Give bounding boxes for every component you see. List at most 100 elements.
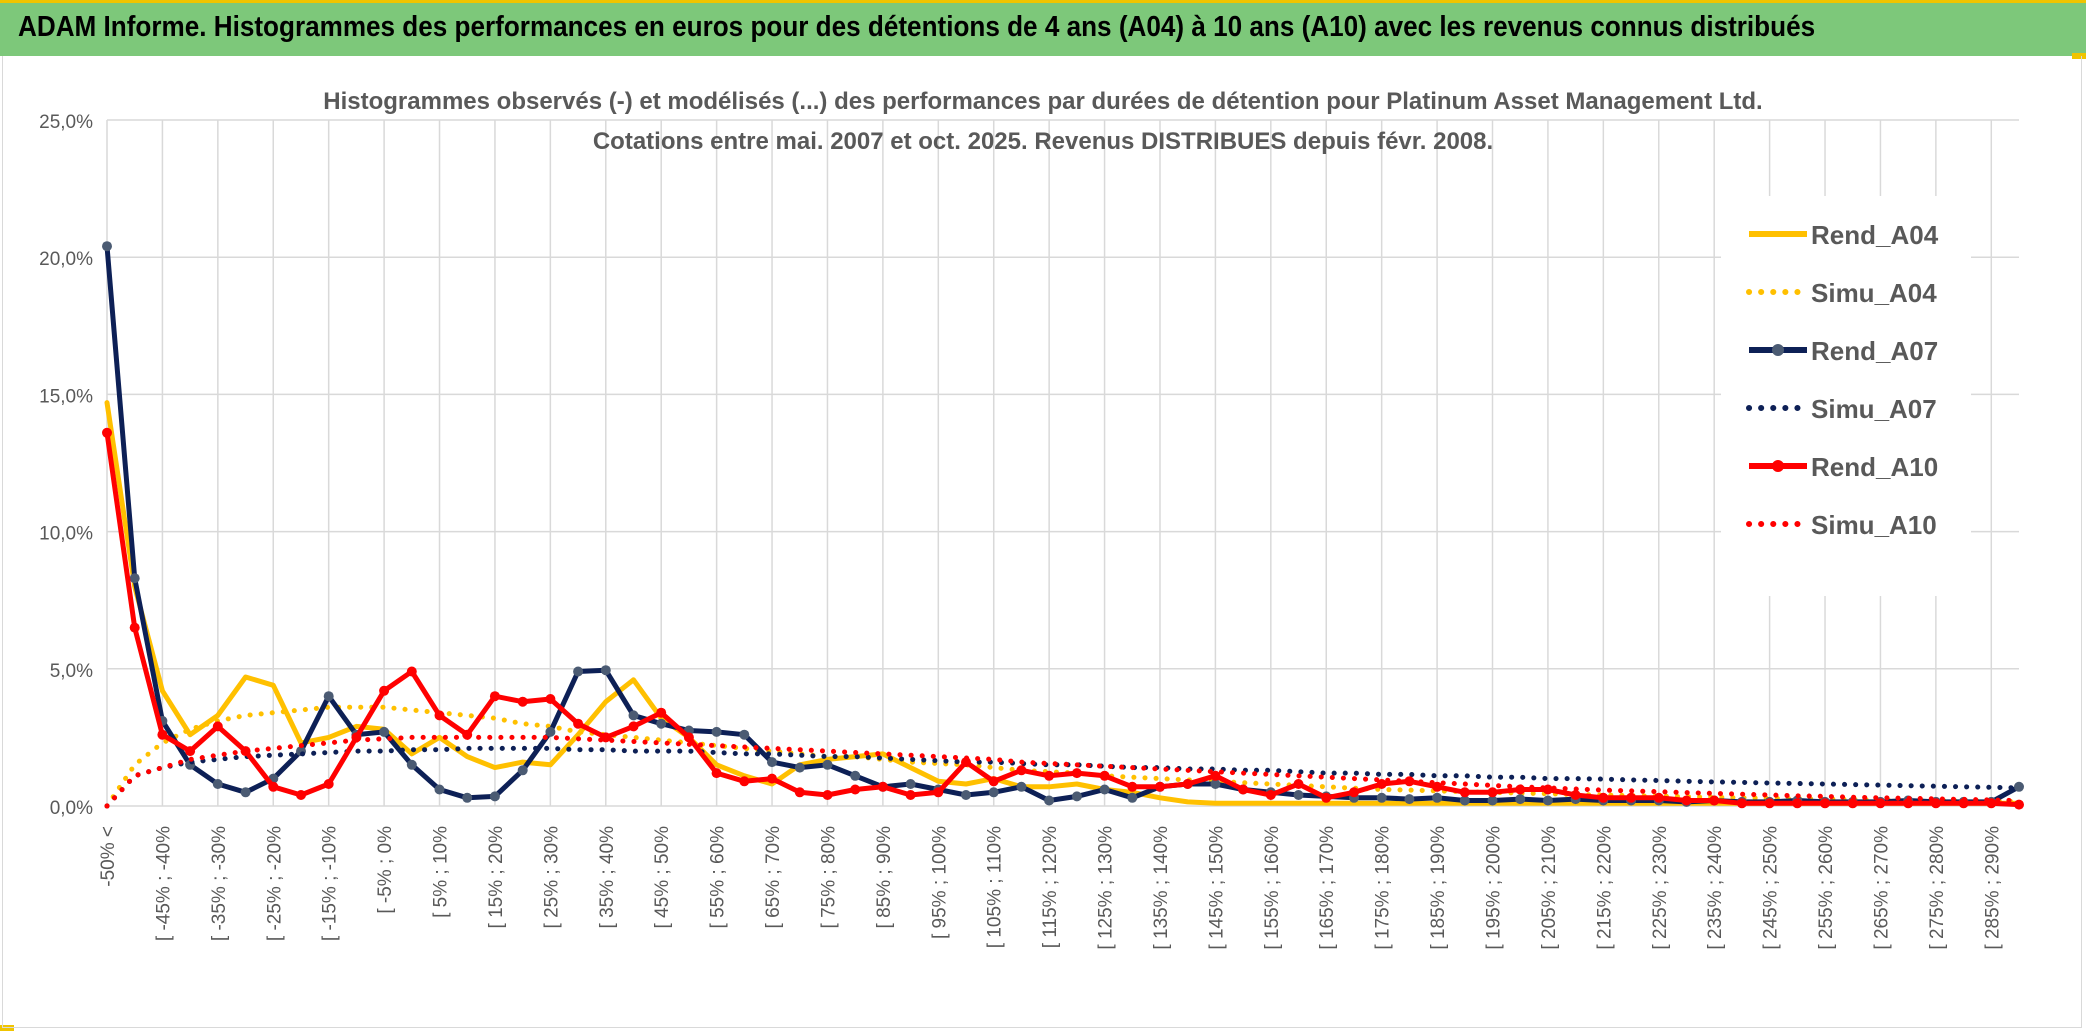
data-point (462, 792, 473, 803)
series-rend-a10 (104, 430, 2022, 808)
legend-label: Rend_A10 (1811, 452, 1938, 482)
x-tick-label: [ 5% ; 10% (431, 826, 452, 918)
data-point (961, 790, 971, 800)
x-tick-label: [ 275% ; 280% (1927, 826, 1948, 950)
x-tick-label: [ -15% ; -10% (320, 826, 341, 941)
data-point (489, 791, 500, 802)
x-tick-label: [ 265% ; 270% (1871, 826, 1892, 950)
data-point (628, 721, 639, 732)
x-tick-label: [ 235% ; 240% (1705, 826, 1726, 950)
data-point (1016, 781, 1027, 792)
x-tick-label: [ 45% ; 50% (652, 826, 673, 929)
data-point (1321, 792, 1332, 803)
data-point (129, 622, 140, 633)
corner-accent-right (2072, 53, 2086, 59)
data-point (1792, 798, 1803, 809)
y-axis-ticks: 0,0% 5,0% 10,0% 15,0% 20,0% 25,0% (39, 112, 93, 819)
data-point (1459, 787, 1470, 798)
x-axis-ticks: -50% < [ -45% ; -40% [ -35% ; -30% [ -25% ;… (98, 826, 2003, 950)
data-point (1875, 798, 1886, 809)
data-point (434, 784, 445, 795)
data-point (1099, 784, 1110, 795)
data-point (822, 790, 833, 800)
data-point (1099, 770, 1110, 781)
y-tick-label: 10,0% (39, 524, 93, 545)
data-point (600, 732, 611, 743)
data-point (794, 787, 805, 798)
series-simu-a10 (104, 734, 2022, 809)
data-point (794, 762, 805, 773)
data-point (1404, 794, 1415, 805)
data-point (656, 718, 667, 729)
banner: ADAM Informe. Histogrammes des performan… (0, 0, 2086, 56)
data-point (933, 787, 944, 798)
data-point (240, 787, 251, 798)
x-tick-label: [ 105% ; 110% (985, 826, 1006, 948)
data-point (1265, 790, 1276, 800)
data-point (1542, 795, 1553, 806)
data-point (850, 784, 861, 795)
x-tick-label: [ 125% ; 130% (1096, 826, 1117, 950)
data-point (1155, 781, 1165, 792)
data-point (1459, 795, 1470, 806)
banner-title: ADAM Informe. Histogrammes des performan… (18, 11, 1816, 43)
data-point (573, 718, 584, 729)
data-point (489, 691, 500, 702)
legend-label: Rend_A07 (1811, 336, 1938, 366)
x-tick-label: [ 95% ; 100% (929, 826, 950, 939)
data-point (711, 768, 722, 779)
data-point (1432, 781, 1443, 792)
x-tick-label: [ 285% ; 290% (1982, 826, 2003, 950)
legend-label: Simu_A07 (1811, 394, 1937, 424)
x-tick-label: [ 245% ; 250% (1761, 826, 1782, 950)
data-point (1071, 768, 1082, 779)
x-tick-label: [ 115% ; 120% (1040, 826, 1061, 948)
data-point (379, 685, 390, 696)
series-simu-a04 (104, 704, 2022, 809)
data-point (573, 666, 584, 677)
data-point (1293, 790, 1304, 800)
data-point (1210, 779, 1221, 789)
data-point (1016, 765, 1027, 776)
data-point (1598, 792, 1609, 803)
legend-label: Simu_A04 (1811, 278, 1937, 308)
data-point (1903, 798, 1914, 809)
x-tick-label: [ 25% ; 30% (541, 826, 562, 929)
x-tick-label: [ 65% ; 70% (763, 826, 784, 929)
data-point (1238, 784, 1249, 795)
data-point (1930, 798, 1941, 809)
data-point (739, 776, 750, 787)
x-tick-label: [ 225% ; 230% (1650, 826, 1671, 950)
data-point (988, 787, 999, 798)
data-point (545, 726, 556, 737)
x-tick-label: [ 15% ; 20% (486, 826, 507, 929)
x-tick-label: [ 85% ; 90% (874, 826, 895, 929)
data-point (296, 790, 306, 800)
x-tick-label: [ 205% ; 210% (1539, 826, 1560, 950)
data-point (683, 732, 694, 743)
legend-marker (1772, 460, 1784, 472)
x-tick-label: [ 35% ; 40% (597, 826, 618, 929)
data-point (102, 427, 112, 438)
x-tick-label: [ -35% ; -30% (209, 826, 230, 941)
x-tick-label: [ 135% ; 140% (1151, 826, 1172, 950)
data-point (517, 696, 528, 707)
data-point (1432, 792, 1443, 803)
data-point (1820, 798, 1830, 809)
data-point (2014, 799, 2024, 810)
data-point (767, 773, 777, 784)
legend-background (1721, 196, 1971, 596)
legend: Rend_A04 Simu_A04 Rend_A07 Simu_A07 Rend_A10… (1721, 196, 1971, 596)
x-tick-label: [ 155% ; 160% (1262, 826, 1283, 950)
data-point (1293, 779, 1304, 789)
data-point (1044, 795, 1055, 806)
data-point (1210, 770, 1221, 781)
data-point (822, 759, 833, 770)
x-tick-label: -50% < (98, 826, 119, 887)
data-point (1764, 798, 1775, 809)
data-point (545, 694, 556, 704)
data-point (1681, 795, 1692, 806)
x-tick-label: [ 145% ; 150% (1206, 826, 1227, 950)
data-point (406, 759, 417, 770)
x-tick-label: [ -5% ; 0% (375, 826, 396, 914)
